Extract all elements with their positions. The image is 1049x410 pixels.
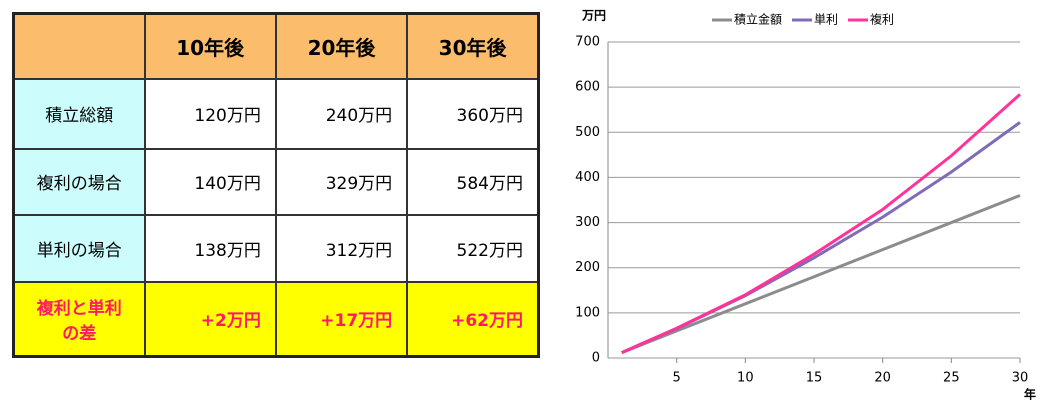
cell: 329万円 [274,147,409,216]
legend-label: 複利 [870,12,894,27]
column-header: 20年後 [274,12,409,80]
corner-cell [12,12,146,80]
y-tick-label: 200 [575,260,600,275]
y-axis-label: 万円 [581,9,606,23]
cell: +2万円 [143,280,277,358]
row-label: 単利の場合 [12,213,146,283]
series-line [621,93,1021,354]
header-row: 10年後 20年後 30年後 [12,12,540,80]
summary-table: 10年後 20年後 30年後 積立総額 120万円 240万円 360万円 複利… [12,12,540,358]
row: 複利の場合 140万円 329万円 584万円 [12,147,540,216]
row: 積立総額 120万円 240万円 360万円 [12,77,540,150]
x-tick-label: 15 [806,371,823,386]
row-label: 積立総額 [12,77,146,150]
cell: 120万円 [143,77,277,150]
x-tick-label: 25 [943,371,960,386]
series-line [621,194,1021,354]
y-tick-label: 0 [592,351,600,366]
column-header: 10年後 [143,12,277,80]
y-tick-label: 600 [575,80,600,95]
cell: 584万円 [406,147,540,216]
cell: 240万円 [274,77,409,150]
cell: 312万円 [274,213,409,283]
cell: 360万円 [406,77,540,150]
x-tick-label: 20 [874,371,891,386]
series-line [621,121,1021,354]
x-axis-label: 年 [1024,387,1036,402]
cell: 522万円 [406,213,540,283]
x-tick-label: 10 [737,371,754,386]
y-tick-label: 300 [575,215,600,230]
y-tick-label: 100 [575,305,600,320]
y-tick-label: 400 [575,170,600,185]
cell: 138万円 [143,213,277,283]
row-label: 複利の場合 [12,147,146,216]
legend-label: 単利 [814,13,838,27]
cell: +62万円 [406,280,540,358]
column-header: 30年後 [406,12,540,80]
row: 複利と単利の差 +2万円 +17万円 +62万円 [12,280,540,358]
y-tick-label: 500 [575,125,600,140]
row-label: 複利と単利の差 [12,280,146,358]
cell: 140万円 [143,147,277,216]
x-tick-label: 5 [673,371,681,386]
cell: +17万円 [274,280,409,358]
row: 単利の場合 138万円 312万円 522万円 [12,213,540,283]
x-tick-label: 30 [1012,371,1029,386]
y-tick-label: 700 [575,35,600,50]
legend-label: 積立金額 [734,12,782,27]
